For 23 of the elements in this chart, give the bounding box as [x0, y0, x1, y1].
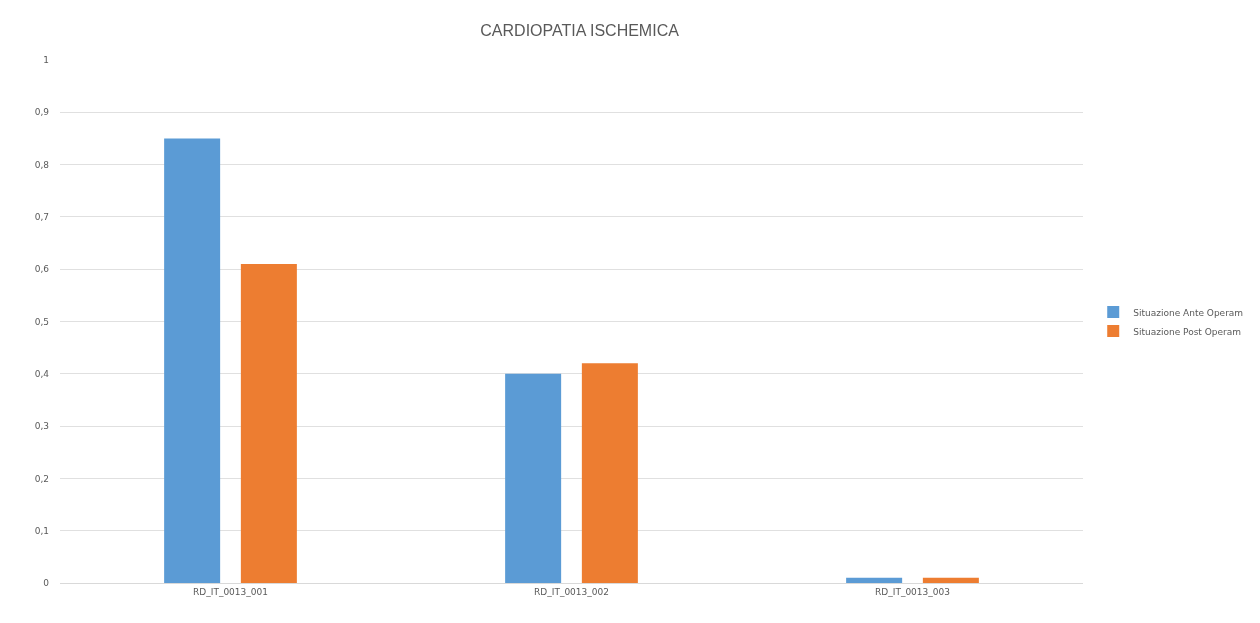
bar — [164, 138, 221, 583]
y-tick-label: 1 — [43, 55, 49, 66]
y-tick-label: 0,6 — [34, 264, 50, 275]
legend-label: Situazione Ante Operam — [1133, 307, 1244, 318]
y-tick-label: 0,1 — [34, 525, 49, 536]
legend-label: Situazione Post Operam — [1133, 326, 1242, 337]
y-tick-label: 0,8 — [34, 159, 50, 170]
x-tick-label: RD_IT_0013_003 — [875, 586, 950, 597]
y-tick-label: 0 — [43, 578, 50, 589]
x-tick-label: RD_IT_0013_002 — [534, 586, 609, 597]
y-tick-label: 0,2 — [34, 473, 49, 484]
y-tick-label: 0,3 — [34, 421, 49, 432]
y-tick-label: 0,7 — [34, 212, 49, 223]
bar — [240, 263, 297, 583]
y-tick-label: 0,4 — [34, 368, 50, 379]
bar — [846, 577, 903, 583]
y-tick-label: 0,9 — [34, 107, 50, 118]
chart-title: CARDIOPATIA ISCHEMICA — [480, 22, 680, 40]
bar — [581, 363, 638, 583]
x-tick-label: RD_IT_0013_001 — [193, 586, 268, 597]
y-tick-label: 0,5 — [34, 316, 49, 327]
bar — [505, 373, 562, 583]
bar — [922, 577, 979, 583]
